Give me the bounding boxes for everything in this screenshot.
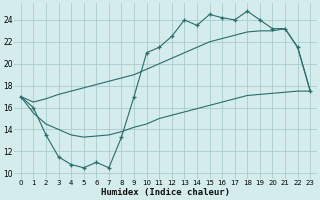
X-axis label: Humidex (Indice chaleur): Humidex (Indice chaleur) — [101, 188, 230, 197]
